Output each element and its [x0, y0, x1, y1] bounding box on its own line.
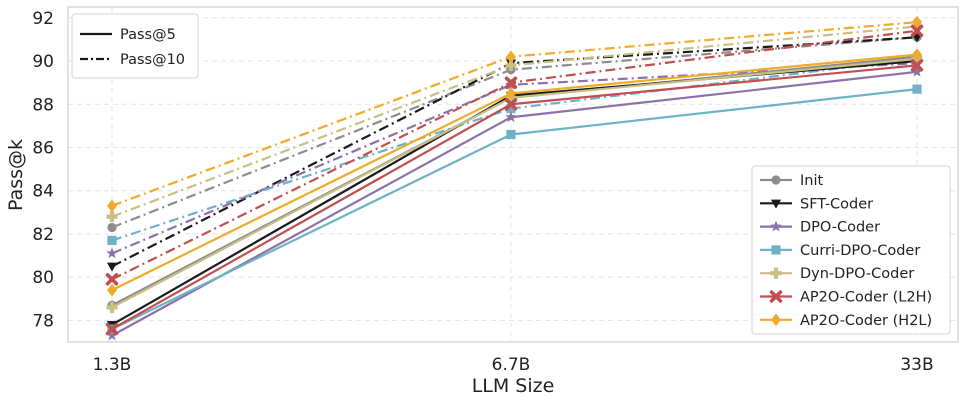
- y-tick-label: 82: [32, 225, 54, 245]
- legend-marker: [769, 290, 783, 303]
- line-style-legend: Pass@5 Pass@10: [71, 13, 199, 79]
- style-legend-box: [71, 13, 199, 79]
- point-curri-dpo-coder-pass5: [506, 129, 516, 140]
- x-tick-label: 6.7B: [492, 355, 531, 375]
- y-tick-label: 90: [32, 52, 54, 72]
- point-ap2o-coder-l2h-pass5: [504, 98, 518, 111]
- y-tick-label: 88: [32, 95, 54, 115]
- x-tick-label: 1.3B: [93, 355, 132, 375]
- legend-label: Curri-DPO-Coder: [800, 243, 920, 259]
- legend-marker: [770, 267, 782, 279]
- point-ap2o-coder-l2h-pass5: [910, 59, 924, 72]
- legend-entry-init: Init: [760, 173, 823, 189]
- point-ap2o-coder-h2l-pass10: [106, 199, 118, 213]
- y-tick-label: 92: [32, 9, 54, 29]
- y-tick-label: 80: [32, 268, 54, 288]
- legend-label: DPO-Coder: [800, 220, 880, 236]
- x-axis-label: LLM Size: [472, 375, 555, 397]
- point-curri-dpo-coder-pass10: [506, 103, 516, 114]
- legend-marker: [770, 199, 782, 209]
- point-ap2o-coder-h2l-pass5: [106, 283, 118, 297]
- point-sft-coder-pass10: [106, 262, 118, 272]
- point-ap2o-coder-l2h-pass5: [105, 322, 119, 336]
- series-dpo-coder-pass5: [106, 65, 923, 341]
- point-ap2o-coder-l2h-pass10: [504, 76, 518, 89]
- y-tick-label: 84: [32, 182, 54, 202]
- point-curri-dpo-coder-pass10: [107, 235, 117, 246]
- point-dyn-dpo-coder-pass5: [106, 301, 118, 313]
- legend-marker: [770, 313, 782, 327]
- legend-entry-sft-coder: SFT-Coder: [760, 196, 873, 212]
- legend-label: SFT-Coder: [800, 196, 873, 212]
- point-dpo-coder-pass5: [505, 111, 517, 123]
- plot-series: [105, 15, 924, 341]
- y-axis-label: Pass@k: [5, 139, 27, 211]
- point-dyn-dpo-coder-pass10: [505, 59, 517, 71]
- legend-marker: [770, 220, 782, 232]
- legend-label-pass-10: Pass@10: [120, 52, 185, 68]
- legend-marker: [771, 245, 781, 255]
- point-init-pass10: [107, 222, 117, 233]
- y-axis-ticks: 78 80 82 84 86 88 90 92: [32, 9, 54, 332]
- legend-entry-ap2o-coder-h2l: AP2O-Coder (H2L): [760, 313, 932, 329]
- legend-entry-dyn-dpo-coder: Dyn-DPO-Coder: [760, 266, 914, 282]
- y-tick-label: 78: [32, 311, 54, 331]
- point-ap2o-coder-h2l-pass5: [505, 87, 517, 100]
- point-dpo-coder-pass5: [106, 329, 118, 341]
- legend-label-pass-5: Pass@5: [120, 27, 176, 43]
- legend-label: AP2O-Coder (L2H): [800, 290, 932, 306]
- legend-marker: [771, 175, 781, 185]
- legend-entry-curri-dpo-coder: Curri-DPO-Coder: [760, 243, 920, 259]
- point-ap2o-coder-l2h-pass10: [105, 273, 119, 286]
- point-ap2o-coder-h2l-pass5: [911, 48, 923, 61]
- legend-entry-dpo-coder: DPO-Coder: [760, 220, 880, 236]
- point-dpo-coder-pass5: [911, 65, 923, 77]
- y-tick-label: 86: [32, 138, 54, 158]
- model-legend-box: [751, 165, 951, 335]
- point-dpo-coder-pass10: [106, 247, 118, 259]
- series-ap2o-coder-l2h-pass10: [105, 24, 924, 286]
- series-ap2o-coder-h2l-pass10: [106, 15, 923, 213]
- model-legend: Init SFT-Coder DPO-Coder Curri-DPO-Coder Dyn…: [751, 165, 951, 335]
- x-tick-label: 33B: [900, 355, 933, 375]
- legend-label: Init: [800, 173, 823, 189]
- x-axis-ticks: 1.3B 6.7B 33B: [93, 355, 934, 375]
- point-ap2o-coder-h2l-pass10: [505, 50, 517, 63]
- point-dyn-dpo-coder-pass10: [106, 211, 118, 223]
- legend-label: Dyn-DPO-Coder: [800, 266, 914, 282]
- legend-label: AP2O-Coder (H2L): [800, 313, 932, 329]
- series-ap2o-coder-l2h-pass5: [105, 59, 924, 336]
- plot-frame: [67, 6, 959, 343]
- point-ap2o-coder-h2l-pass10: [911, 15, 923, 29]
- point-curri-dpo-coder-pass5: [912, 84, 922, 94]
- point-ap2o-coder-l2h-pass10: [910, 24, 924, 37]
- legend-entry-ap2o-coder-l2h: AP2O-Coder (L2H): [760, 290, 932, 306]
- series-ap2o-coder-h2l-pass5: [106, 48, 923, 297]
